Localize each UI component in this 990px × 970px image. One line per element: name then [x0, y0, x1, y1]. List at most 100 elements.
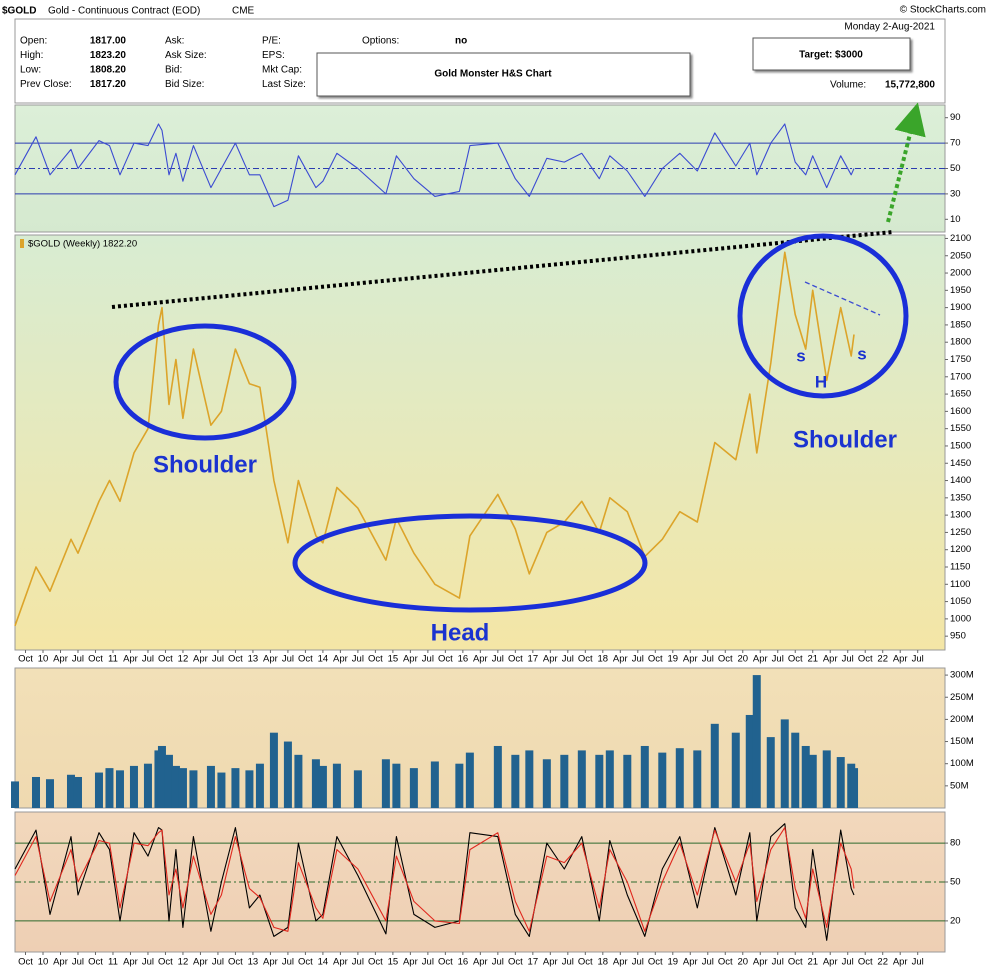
- symbol: $GOLD: [2, 6, 36, 17]
- x-tick-label: Oct: [438, 654, 453, 665]
- y-tick-label: 1450: [950, 458, 971, 469]
- x-tick-label: Jul: [842, 654, 854, 665]
- y-tick-label: 200M: [950, 714, 974, 725]
- y-tick-label: 1400: [950, 475, 971, 486]
- field-label: P/E:: [262, 36, 281, 47]
- x-tick-label: 16: [458, 957, 469, 968]
- x-tick-label: Oct: [438, 957, 453, 968]
- y-tick-label: 150M: [950, 736, 974, 747]
- x-tick-label: Oct: [788, 654, 803, 665]
- series-line: [14, 251, 855, 627]
- source: © StockCharts.com: [900, 5, 986, 16]
- x-tick-label: Jul: [842, 957, 854, 968]
- x-tick-label: 13: [248, 957, 259, 968]
- x-tick-label: 18: [598, 654, 609, 665]
- volume-bar: [493, 745, 502, 808]
- volume-bar: [693, 750, 702, 808]
- x-tick-label: Jul: [422, 654, 434, 665]
- field-label: Ask Size:: [165, 50, 207, 61]
- x-tick-label: Jul: [142, 957, 154, 968]
- x-tick-label: 21: [807, 654, 818, 665]
- x-tick-label: 17: [528, 957, 539, 968]
- x-tick-label: Oct: [368, 654, 383, 665]
- y-tick-label: 90: [950, 112, 961, 123]
- quote-label: Open:: [20, 36, 47, 47]
- x-tick-label: Apr: [823, 957, 838, 968]
- volume-bar: [294, 754, 303, 808]
- volume-bar: [353, 770, 362, 808]
- small-head-label: H: [815, 372, 827, 391]
- x-tick-label: Apr: [53, 654, 68, 665]
- head-label: Head: [431, 619, 490, 646]
- y-tick-label: 50: [950, 877, 961, 888]
- y-tick-label: 1250: [950, 527, 971, 538]
- y-tick-label: 1100: [950, 579, 970, 590]
- x-tick-label: Oct: [368, 957, 383, 968]
- x-tick-label: Apr: [193, 957, 208, 968]
- x-tick-label: Oct: [788, 957, 803, 968]
- volume-bar: [675, 748, 684, 808]
- volume-bar: [73, 776, 82, 808]
- x-tick-label: Jul: [282, 957, 294, 968]
- x-tick-label: 10: [38, 957, 49, 968]
- x-tick-label: 18: [598, 957, 609, 968]
- x-tick-label: Jul: [492, 654, 504, 665]
- y-tick-label: 100M: [950, 758, 974, 769]
- x-tick-label: Apr: [263, 654, 278, 665]
- x-tick-label: Apr: [193, 654, 208, 665]
- volume-bar: [836, 757, 845, 808]
- x-tick-label: Jul: [702, 654, 714, 665]
- left-shoulder-label: Shoulder: [153, 451, 257, 478]
- x-tick-label: Jul: [702, 957, 714, 968]
- head-circle: [292, 513, 648, 613]
- x-tick-label: Apr: [403, 957, 418, 968]
- target-label: Target: $3000: [799, 50, 863, 61]
- x-tick-label: 17: [528, 654, 539, 665]
- volume-bar: [745, 714, 754, 808]
- x-tick-label: Oct: [718, 654, 733, 665]
- y-tick-label: 1300: [950, 510, 971, 521]
- x-tick-label: Jul: [352, 654, 364, 665]
- volume-bar: [577, 750, 586, 808]
- right-shoulder-circle: [737, 233, 909, 399]
- quote-label: Low:: [20, 65, 41, 76]
- date: Monday 2-Aug-2021: [844, 22, 935, 33]
- y-tick-label: 30: [950, 188, 961, 199]
- volume-bar: [808, 754, 817, 808]
- x-tick-label: 11: [108, 654, 118, 665]
- x-tick-label: Apr: [333, 957, 348, 968]
- legend-swatch: [20, 239, 24, 248]
- x-tick-label: 21: [807, 957, 818, 968]
- volume-bar: [850, 768, 859, 808]
- x-tick-label: 12: [178, 957, 189, 968]
- volume-bar: [595, 754, 604, 808]
- volume-bar: [542, 759, 551, 808]
- volume-bar: [455, 763, 464, 808]
- quote-value: 1817.00: [90, 36, 127, 47]
- x-tick-label: Oct: [228, 654, 243, 665]
- x-tick-label: 15: [388, 654, 399, 665]
- x-tick-label: Oct: [858, 654, 873, 665]
- volume-bar: [245, 770, 254, 808]
- x-tick-label: 20: [737, 957, 748, 968]
- description: Gold - Continuous Contract (EOD): [48, 6, 200, 17]
- volume-bar: [752, 675, 761, 808]
- volume-bar: [66, 774, 75, 808]
- y-tick-label: 2100: [950, 233, 971, 244]
- x-tick-label: 14: [318, 957, 329, 968]
- chart-title: Gold Monster H&S Chart: [434, 69, 552, 80]
- volume-bar: [269, 732, 278, 808]
- volume-bar: [217, 772, 226, 808]
- small-shoulder-label: s: [857, 344, 866, 363]
- right-shoulder-label: Shoulder: [793, 426, 897, 453]
- volume-bar: [318, 765, 327, 808]
- volume-bar: [332, 763, 341, 808]
- x-tick-label: 19: [667, 654, 678, 665]
- x-tick-label: Apr: [753, 654, 768, 665]
- volume-bar: [31, 776, 40, 808]
- y-tick-label: 1050: [950, 596, 971, 607]
- x-tick-label: 15: [388, 957, 399, 968]
- x-tick-label: Oct: [648, 654, 663, 665]
- x-tick-label: Jul: [282, 654, 294, 665]
- x-tick-label: Oct: [648, 957, 663, 968]
